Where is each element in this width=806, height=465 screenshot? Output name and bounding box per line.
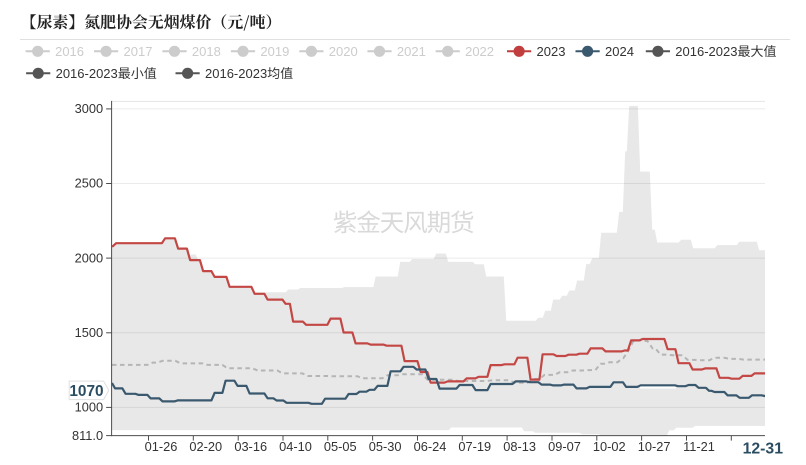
svg-text:2018: 2018: [192, 44, 221, 59]
svg-text:09-07: 09-07: [548, 439, 581, 454]
svg-text:2021: 2021: [397, 44, 426, 59]
svg-text:2020: 2020: [329, 44, 358, 59]
svg-text:02-20: 02-20: [189, 439, 222, 454]
svg-text:2500: 2500: [75, 176, 103, 191]
svg-text:12-31: 12-31: [743, 440, 784, 457]
svg-text:2019: 2019: [260, 44, 289, 59]
svg-text:2016: 2016: [55, 44, 84, 59]
svg-text:2023: 2023: [537, 44, 566, 59]
svg-text:07-19: 07-19: [458, 439, 491, 454]
svg-text:2016-2023: 2016-2023: [675, 44, 737, 59]
svg-text:05-30: 05-30: [369, 439, 402, 454]
svg-text:06-24: 06-24: [414, 439, 447, 454]
svg-text:3000: 3000: [75, 101, 103, 116]
svg-text:10-27: 10-27: [638, 439, 671, 454]
svg-text:2017: 2017: [124, 44, 153, 59]
svg-text:05-05: 05-05: [324, 439, 357, 454]
svg-text:08-13: 08-13: [503, 439, 536, 454]
svg-text:1500: 1500: [75, 325, 103, 340]
svg-text:2016-2023: 2016-2023: [56, 66, 118, 81]
svg-text:1000: 1000: [75, 400, 103, 415]
svg-text:811.0: 811.0: [72, 428, 103, 443]
svg-text:2016-2023: 2016-2023: [205, 66, 267, 81]
svg-text:11-21: 11-21: [683, 439, 715, 454]
svg-text:01-26: 01-26: [145, 439, 178, 454]
svg-text:03-16: 03-16: [234, 439, 267, 454]
svg-text:10-02: 10-02: [593, 439, 626, 454]
svg-text:1070: 1070: [69, 383, 103, 400]
svg-text:2024: 2024: [605, 44, 634, 59]
svg-text:2022: 2022: [465, 44, 494, 59]
svg-text:2000: 2000: [75, 250, 103, 265]
svg-text:04-10: 04-10: [279, 439, 312, 454]
